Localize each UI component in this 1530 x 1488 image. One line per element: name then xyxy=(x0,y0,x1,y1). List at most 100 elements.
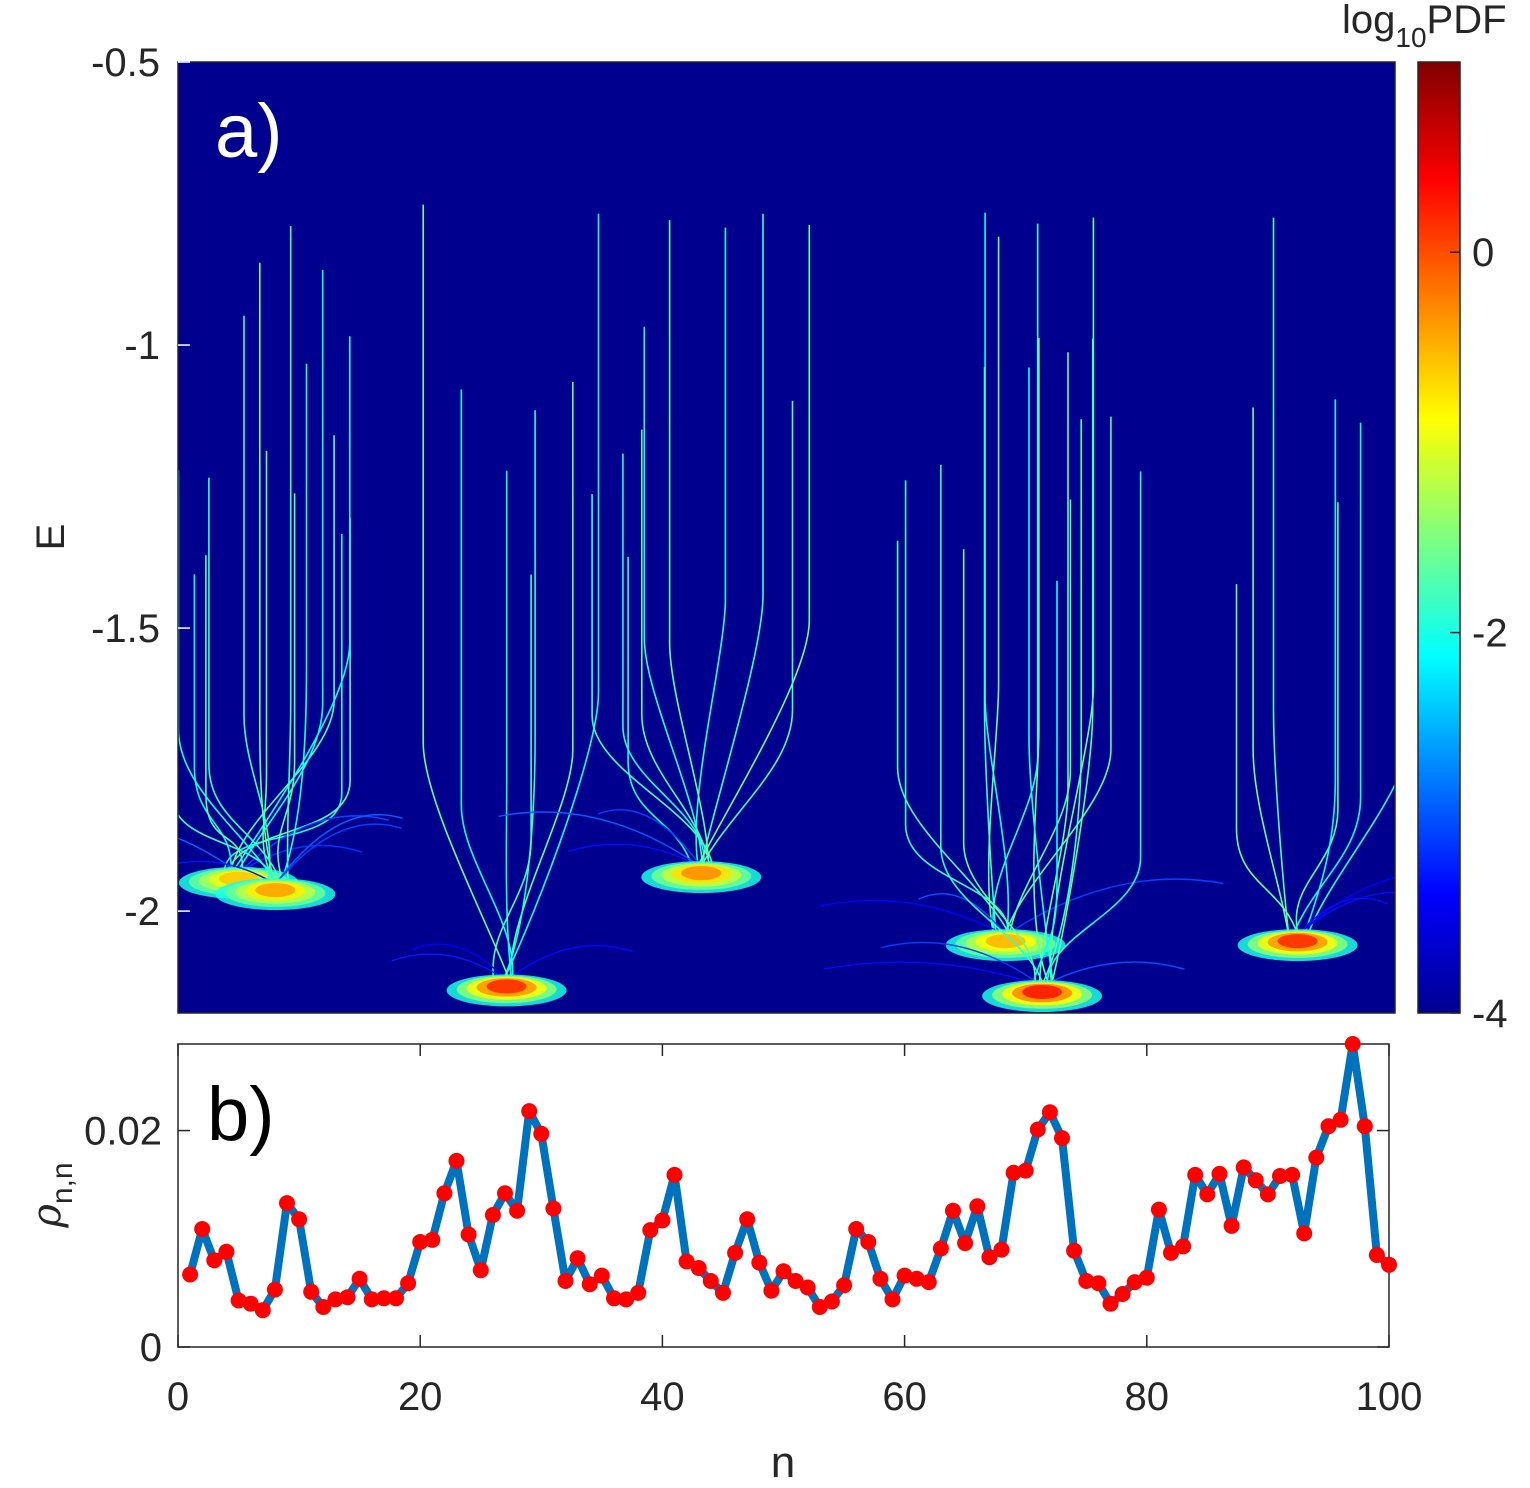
line-plot-xlabel: n xyxy=(771,1438,795,1487)
data-point xyxy=(1126,1274,1143,1291)
ytick-label: 0 xyxy=(140,1326,162,1370)
data-point xyxy=(1090,1275,1107,1292)
data-point xyxy=(460,1226,477,1243)
data-point xyxy=(472,1262,489,1279)
panel-b: 0 20 40 60 80 100 0 0.02 b) n ρn,n xyxy=(24,1036,1422,1487)
data-point xyxy=(1223,1217,1240,1234)
xtick-label: 60 xyxy=(882,1375,927,1419)
data-point xyxy=(593,1267,610,1284)
data-point xyxy=(569,1250,586,1267)
data-point xyxy=(1041,1104,1058,1121)
heatmap-trace xyxy=(497,213,600,991)
data-point xyxy=(279,1195,295,1212)
data-point xyxy=(303,1283,320,1300)
data-point xyxy=(932,1240,949,1257)
heatmap-trace xyxy=(904,480,1010,946)
data-point xyxy=(1381,1256,1397,1273)
data-point xyxy=(690,1260,707,1276)
data-point xyxy=(642,1222,659,1239)
heatmap-tail xyxy=(498,811,702,868)
data-point xyxy=(775,1263,792,1280)
ytick-label: 0.02 xyxy=(84,1110,162,1154)
heatmap-y-axis: -0.5 -1 -1.5 -2 xyxy=(91,41,190,934)
data-point xyxy=(375,1290,392,1307)
data-point xyxy=(509,1202,526,1219)
data-point xyxy=(908,1270,925,1287)
data-point xyxy=(412,1234,429,1250)
xtick-label: 0 xyxy=(167,1375,189,1419)
data-point xyxy=(606,1290,622,1307)
heatmap-density-blob xyxy=(255,883,296,898)
data-point xyxy=(945,1202,961,1219)
data-point xyxy=(254,1302,271,1319)
data-point xyxy=(1235,1159,1252,1176)
heatmap-trace xyxy=(695,227,727,878)
heatmap-trace xyxy=(940,464,1047,997)
heatmap-tail xyxy=(391,953,507,981)
heatmap-trace xyxy=(1038,352,1069,997)
data-point xyxy=(787,1273,804,1289)
heatmap-trace xyxy=(984,212,1010,946)
heatmap-trace xyxy=(228,435,335,883)
data-point xyxy=(823,1293,840,1310)
data-point xyxy=(1296,1225,1313,1242)
colorbar: 0 -2 -4 log10PDF xyxy=(1342,0,1508,1036)
data-point xyxy=(1211,1165,1228,1182)
heatmap-trace xyxy=(258,262,279,895)
heatmap-trace xyxy=(178,813,281,895)
data-point xyxy=(400,1275,417,1292)
heatmap-trace xyxy=(668,220,710,878)
heatmap-tail xyxy=(1297,876,1395,936)
heatmap-trace xyxy=(1047,338,1094,997)
heatmap-trace xyxy=(208,477,285,895)
heatmap-ytick-label: -1 xyxy=(124,324,160,368)
data-point xyxy=(533,1125,550,1142)
data-point xyxy=(654,1212,671,1229)
heatmap-frame xyxy=(177,61,1396,1014)
data-point xyxy=(678,1253,695,1270)
data-point xyxy=(920,1274,937,1291)
heatmap-tail xyxy=(1297,897,1388,936)
data-point xyxy=(1054,1130,1070,1147)
heatmap-tail xyxy=(597,809,702,868)
data-point xyxy=(1247,1172,1264,1189)
heatmap-trace xyxy=(193,574,232,883)
data-point xyxy=(1066,1242,1083,1259)
heatmap-trace xyxy=(223,534,343,884)
data-point xyxy=(1332,1111,1349,1128)
data-point xyxy=(848,1221,865,1237)
data-point xyxy=(618,1291,635,1308)
data-point xyxy=(836,1277,853,1294)
heatmap-trace xyxy=(1028,367,1056,997)
data-point xyxy=(751,1254,768,1271)
heatmap-tail xyxy=(238,844,363,874)
data-point xyxy=(957,1235,974,1252)
data-point xyxy=(1175,1238,1192,1255)
heatmap-trace xyxy=(422,204,515,991)
data-point xyxy=(1114,1286,1131,1302)
heatmap-trace xyxy=(962,549,1036,997)
panel-b-label: b) xyxy=(207,1072,275,1157)
heatmap-trace xyxy=(1046,471,1142,997)
data-point xyxy=(545,1200,562,1217)
data-point xyxy=(206,1252,223,1269)
heatmap-density-blob xyxy=(985,934,1026,949)
heatmap-tail xyxy=(506,945,633,981)
data-point xyxy=(1017,1162,1034,1179)
heatmap-trace xyxy=(1007,499,1072,946)
heatmap-tail xyxy=(1297,891,1395,936)
panel-a-label: a) xyxy=(215,89,283,174)
data-point xyxy=(521,1103,538,1120)
heatmap-trace xyxy=(987,236,1000,946)
heatmap-trace xyxy=(1235,584,1302,946)
data-point xyxy=(218,1243,235,1260)
heatmap-ylabel: E xyxy=(29,524,73,551)
heatmap-tail xyxy=(1041,961,1185,987)
data-point xyxy=(557,1273,574,1289)
heatmap-trace xyxy=(1288,422,1362,946)
data-point xyxy=(1150,1201,1167,1218)
data-point xyxy=(1199,1186,1216,1203)
data-point xyxy=(291,1211,308,1228)
data-point xyxy=(872,1270,889,1287)
data-point xyxy=(993,1241,1010,1258)
